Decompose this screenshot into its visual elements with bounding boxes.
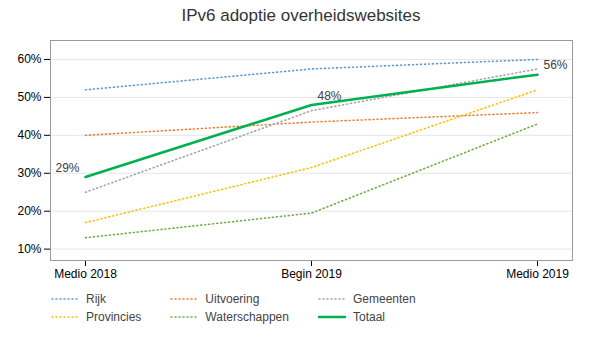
html-text:IPv6 adoptie overheidswebsites: IPv6 adoptie overheidswebsites: [181, 6, 421, 25]
svg-text:10%: 10%: [17, 242, 41, 256]
html-text:Rijk: Rijk: [86, 292, 106, 306]
svg-text:Begin 2019: Begin 2019: [281, 267, 342, 281]
svg-text:48%: 48%: [318, 89, 342, 103]
svg-text:60%: 60%: [17, 52, 41, 66]
svg-text:20%: 20%: [17, 204, 41, 218]
svg-text:30%: 30%: [17, 166, 41, 180]
svg-text:50%: 50%: [17, 90, 41, 104]
svg-text:40%: 40%: [17, 128, 41, 142]
svg-text:29%: 29%: [55, 161, 79, 175]
html-text:Uitvoering: Uitvoering: [205, 292, 260, 306]
html-text:Gemeenten: Gemeenten: [353, 292, 416, 306]
html-text:Totaal: Totaal: [353, 310, 385, 324]
html-text:Waterschappen: Waterschappen: [205, 310, 289, 324]
svg-text:56%: 56%: [544, 58, 568, 72]
svg-text:Medio 2018: Medio 2018: [54, 267, 117, 281]
html-text:Provincies: Provincies: [86, 310, 142, 324]
svg-text:Medio 2019: Medio 2019: [506, 267, 569, 281]
